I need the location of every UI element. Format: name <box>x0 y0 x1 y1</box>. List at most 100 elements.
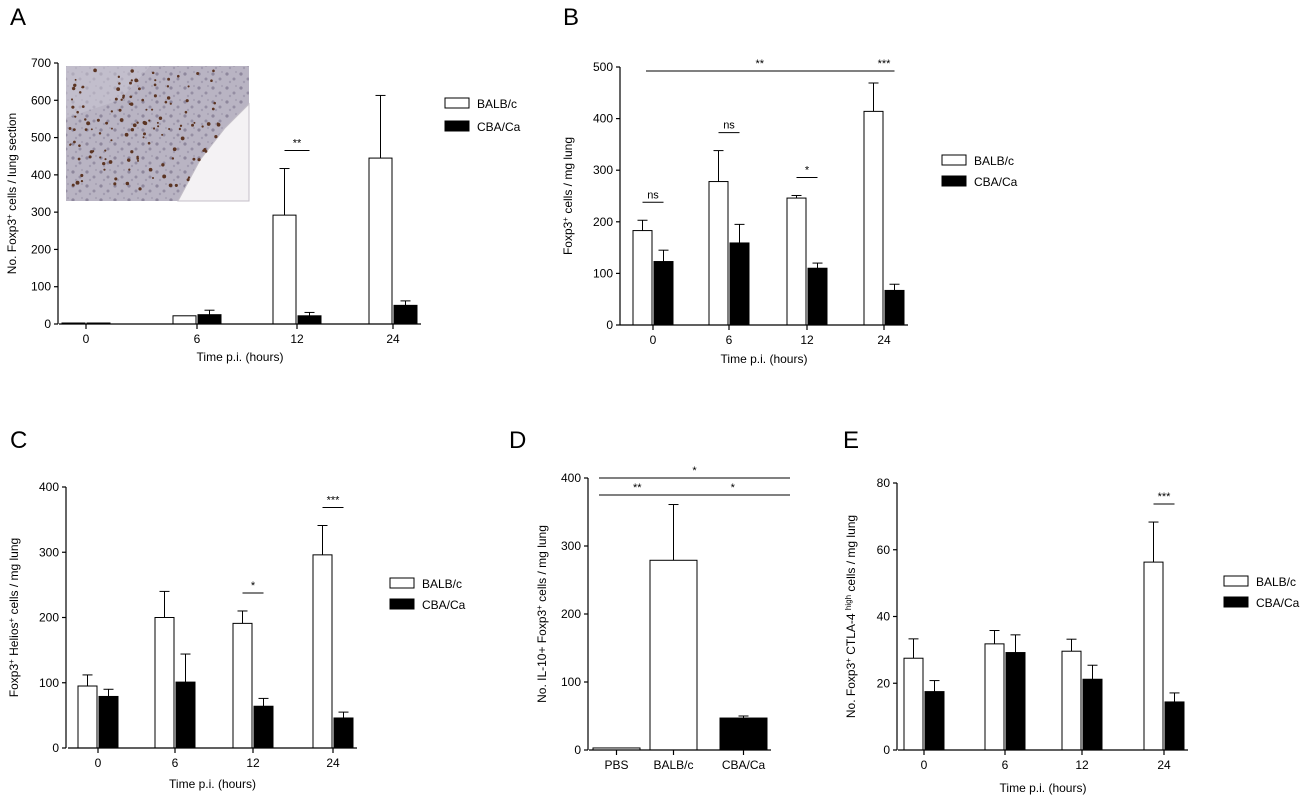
stained-cell <box>211 107 215 111</box>
x-tick-label: 6 <box>194 332 201 346</box>
x-tick-label: 12 <box>1075 758 1089 772</box>
significance-label: *** <box>878 58 892 70</box>
stained-cell <box>174 183 178 187</box>
stained-cell <box>210 79 213 83</box>
stained-cell <box>84 128 88 131</box>
ylabel-part-post: cells / mg lung <box>561 137 575 217</box>
stained-cell <box>104 158 107 161</box>
stained-cell <box>134 78 139 83</box>
y-axis-title: Foxp3+ Helios+ cells / mg lung <box>7 538 22 697</box>
x-axis-title: Time p.i. (hours) <box>1000 781 1087 795</box>
bar-6-balbc <box>984 643 1005 751</box>
stained-cell <box>180 136 185 141</box>
stained-cell <box>136 121 139 124</box>
stained-cell <box>185 99 189 103</box>
stained-cell <box>117 75 121 78</box>
ylabel-part-sup: + <box>5 214 14 219</box>
stained-cell <box>172 147 177 152</box>
ylabel-part-pre: No. IL-10+ Foxp3 <box>535 610 549 703</box>
legend-label: BALB/c <box>477 97 517 111</box>
ylabel-part-sup: + <box>7 659 16 664</box>
y-tick-label: 100 <box>39 676 59 690</box>
stained-cell <box>193 121 196 124</box>
legend-label: CBA/Ca <box>1256 596 1300 610</box>
legend: BALB/c CBA/Ca <box>1223 575 1300 610</box>
y-tick-label: 0 <box>44 317 51 331</box>
stained-cell <box>72 128 76 132</box>
panel-a: A 0 100 200 300 400 500 600 700 0 6 12 24 Time p.i. (… <box>5 4 521 364</box>
ylabel-part-post: cells / mg lung <box>844 515 858 595</box>
x-tick-label: BALB/c <box>653 758 693 772</box>
stained-cell <box>187 85 190 88</box>
bar-0-cbaca <box>98 695 119 749</box>
stained-cell <box>128 168 131 171</box>
bar-0-balbc <box>903 657 924 751</box>
x-tick-label: 6 <box>172 756 179 770</box>
stained-cell <box>81 105 85 109</box>
bar-cbaca <box>719 717 768 751</box>
legend-swatch <box>444 97 470 109</box>
y-tick-label: 80 <box>877 476 891 490</box>
y-tick-label: 400 <box>561 471 581 485</box>
stained-cell <box>90 128 93 131</box>
stained-cell <box>204 149 208 153</box>
stained-cell <box>136 155 139 159</box>
x-tick-label: 24 <box>386 332 400 346</box>
legend: BALB/c CBA/Ca <box>389 577 466 612</box>
bar-24-cbaca <box>333 717 354 749</box>
y-tick-label: 0 <box>883 743 890 757</box>
stained-cell <box>154 79 157 82</box>
bar-balbc <box>649 559 698 751</box>
x-tick-label: 12 <box>800 333 814 347</box>
stained-cell <box>147 141 151 145</box>
stained-cell <box>129 102 134 106</box>
significance-label: * <box>692 465 697 477</box>
x-tick-label: 24 <box>1157 758 1171 772</box>
stained-cell <box>78 144 81 147</box>
stained-cell <box>151 71 155 75</box>
y-axis-title: No. Foxp3+ CTLA-4 high cells / mg lung <box>844 515 859 718</box>
stained-cell <box>143 121 148 126</box>
stained-cell <box>113 182 117 186</box>
stained-cell <box>162 174 167 179</box>
y-axis-title: No. Foxp3+ cells / lung section <box>5 113 20 274</box>
legend-label: BALB/c <box>1256 575 1296 589</box>
stained-cell <box>150 108 154 111</box>
stained-cell <box>130 150 134 154</box>
y-tick-label: 300 <box>31 205 51 219</box>
legend-swatch <box>1223 575 1249 587</box>
stained-cell <box>169 102 172 105</box>
stained-cell <box>168 127 171 130</box>
stained-cell <box>148 119 151 122</box>
stained-cell <box>129 81 132 85</box>
bar-0-balbc <box>77 685 98 749</box>
ylabel-part-post: cells / lung section <box>5 113 19 214</box>
bar-24-cbaca <box>884 289 905 326</box>
x-axis-title: Time p.i. (hours) <box>721 352 808 366</box>
significance-label: *** <box>1158 491 1172 503</box>
stained-cell <box>75 180 80 185</box>
ylabel-part-sup2: + <box>7 618 16 623</box>
stained-cell <box>104 149 107 152</box>
stained-cell <box>80 174 83 177</box>
stained-cell <box>96 118 100 122</box>
stained-cell <box>196 71 200 75</box>
y-tick-label: 300 <box>39 545 59 559</box>
stained-cell <box>116 87 121 92</box>
ylabel-part-post: cells / mg lung <box>535 525 549 605</box>
stained-cell <box>168 183 173 188</box>
ylabel-part-pre: No. Foxp3 <box>5 219 19 275</box>
stained-cell <box>202 149 205 152</box>
stained-cell <box>74 78 77 81</box>
y-tick-label: 700 <box>31 56 51 70</box>
y-tick-label: 60 <box>877 543 891 557</box>
y-tick-label: 600 <box>31 93 51 107</box>
x-tick-label: 12 <box>246 756 260 770</box>
stained-cell <box>68 127 72 130</box>
bar-6-balbc <box>172 315 197 325</box>
stained-cell <box>89 150 94 154</box>
significance-label: * <box>251 580 256 592</box>
bar-6-cbaca <box>197 314 222 325</box>
x-tick-label: 0 <box>650 333 657 347</box>
